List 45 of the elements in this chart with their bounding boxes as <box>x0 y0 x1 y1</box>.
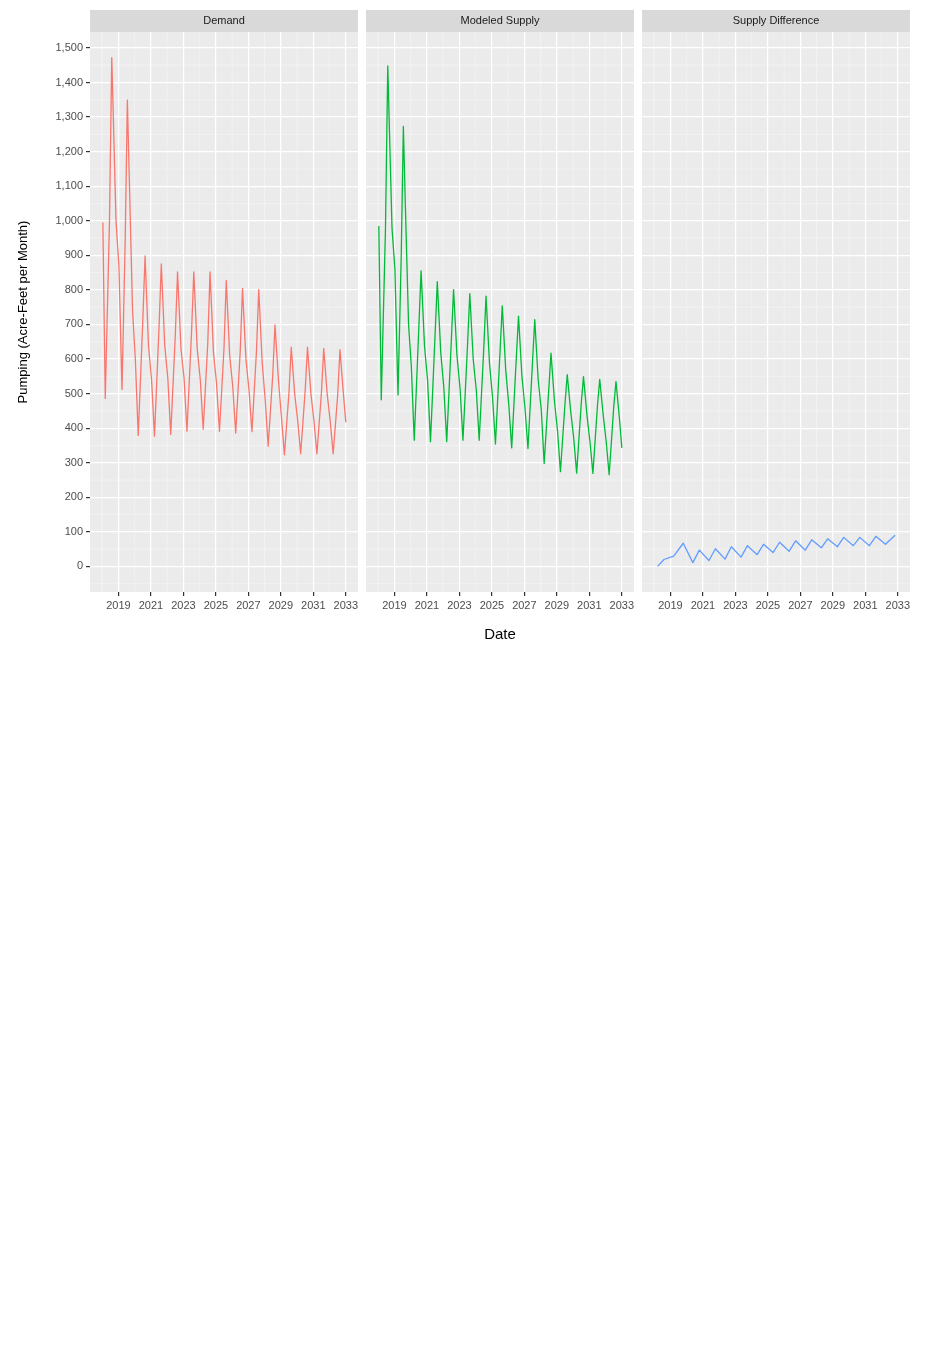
x-tick-label: 2027 <box>788 598 813 611</box>
x-tick-label: 2021 <box>690 598 716 611</box>
x-axis-title: Date <box>484 625 516 643</box>
x-tick-label: 2019 <box>382 598 407 611</box>
x-tick-label: 2033 <box>885 598 911 611</box>
x-tick-label: 2029 <box>268 598 294 611</box>
y-tick-label: 1,300 <box>55 110 83 123</box>
chart-title: Modeled Supply <box>460 14 540 27</box>
y-tick-label: 100 <box>64 524 83 537</box>
y-tick-label: 1,200 <box>55 144 83 157</box>
y-tick-label: 600 <box>64 352 83 365</box>
y-tick-label: 0 <box>76 559 83 572</box>
y-axis-title: Pumping (Acre-Feet per Month) <box>15 220 31 404</box>
x-tick-label: 2025 <box>755 598 781 611</box>
y-tick-label: 700 <box>64 317 83 330</box>
y-tick-label: 1,400 <box>55 75 83 88</box>
chart-title: Demand <box>203 14 245 27</box>
y-tick-label: 1,100 <box>55 179 83 192</box>
y-tick-label: 200 <box>64 490 83 503</box>
x-tick-label: 2033 <box>609 598 635 611</box>
x-tick-label: 2019 <box>658 598 683 611</box>
y-tick-label: 500 <box>64 386 83 399</box>
x-tick-label: 2031 <box>577 598 602 611</box>
x-tick-label: 2023 <box>171 598 196 611</box>
y-tick-label: 300 <box>64 455 83 468</box>
x-tick-label: 2019 <box>106 598 131 611</box>
y-tick-label: 800 <box>64 282 83 295</box>
x-tick-label: 2021 <box>414 598 440 611</box>
y-tick-label: 900 <box>64 248 83 261</box>
x-tick-label: 2031 <box>301 598 326 611</box>
y-tick-label: 1,000 <box>55 213 83 226</box>
x-tick-label: 2025 <box>479 598 505 611</box>
chart-title: Supply Difference <box>732 14 820 27</box>
x-tick-label: 2033 <box>333 598 359 611</box>
x-tick-label: 2031 <box>853 598 878 611</box>
x-tick-label: 2027 <box>512 598 537 611</box>
x-tick-label: 2023 <box>447 598 472 611</box>
x-tick-label: 2025 <box>203 598 229 611</box>
x-tick-label: 2027 <box>236 598 261 611</box>
y-tick-label: 400 <box>64 421 83 434</box>
x-tick-label: 2029 <box>820 598 846 611</box>
x-tick-label: 2023 <box>723 598 748 611</box>
y-tick-label: 1,500 <box>55 40 83 53</box>
x-tick-label: 2021 <box>138 598 164 611</box>
x-tick-label: 2029 <box>544 598 570 611</box>
